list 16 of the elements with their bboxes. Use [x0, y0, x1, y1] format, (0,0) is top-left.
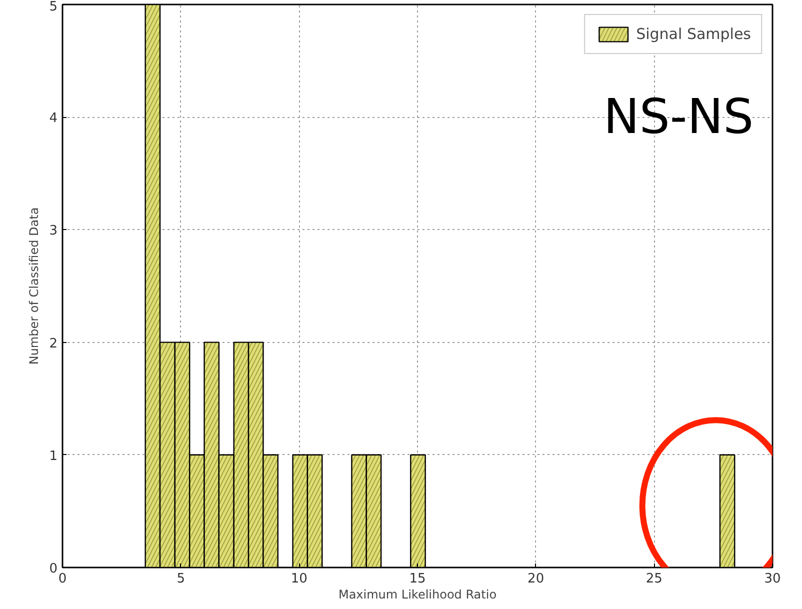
y-tick-label: 5 [49, 0, 58, 14]
y-axis-title: Number of Classified Data [27, 207, 42, 365]
x-tick-label: 10 [290, 572, 308, 586]
legend-label: Signal Samples [636, 25, 751, 43]
annotation: NS-NS [603, 89, 754, 146]
x-axis-title: Maximum Likelihood Ratio [338, 588, 497, 602]
y-tick-label: 1 [49, 448, 58, 464]
y-tick-label: 3 [49, 224, 58, 239]
x-tick-label: 25 [646, 572, 662, 586]
x-tick-label: 20 [528, 572, 544, 586]
x-tick-label: 30 [764, 572, 781, 586]
x-tick-label: 5 [176, 572, 185, 586]
y-tick-label: 4 [49, 111, 58, 126]
y-tick-label: 0 [49, 562, 58, 576]
y-tick-label: 2 [49, 336, 58, 352]
x-tick-label: 15 [409, 572, 426, 586]
